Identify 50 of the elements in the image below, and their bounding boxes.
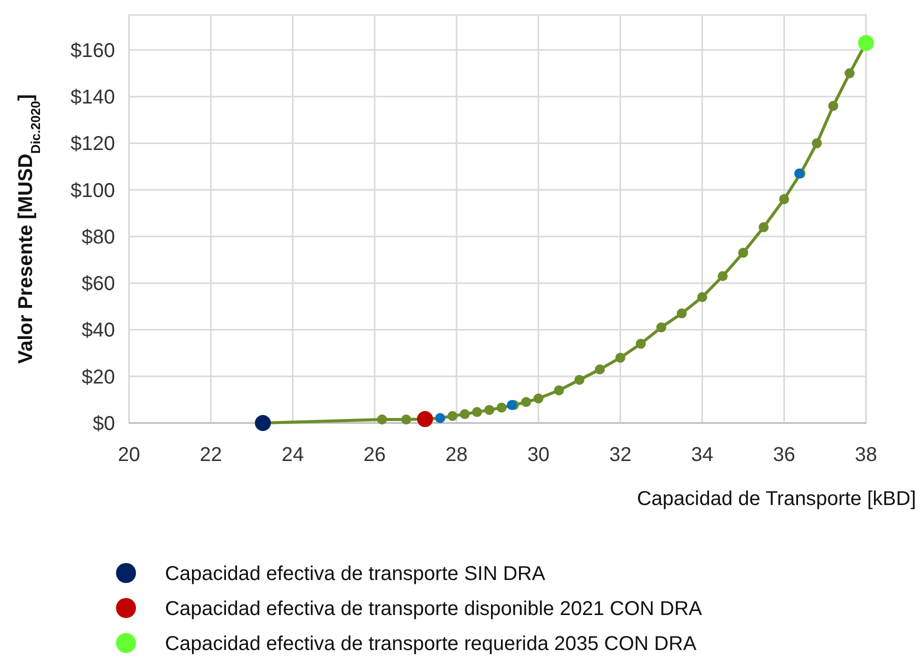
point: [697, 292, 708, 302]
y-tick-label: $60: [82, 273, 115, 296]
legend-label: Capacidad efectiva de transporte requerida 2035 CON DRA: [165, 633, 698, 655]
point: [401, 414, 412, 425]
y-tick-label: $0: [92, 413, 115, 435]
y-tick-label: $40: [82, 320, 115, 342]
point: [615, 352, 626, 363]
x-tick-label: 34: [691, 444, 714, 466]
point: [758, 222, 769, 232]
y-tick-label: $140: [70, 86, 115, 109]
point: [656, 322, 666, 332]
x-tick-label: 38: [854, 444, 878, 466]
point: [738, 248, 748, 258]
point: [521, 397, 532, 408]
point: [533, 394, 544, 404]
point: [676, 308, 687, 318]
point: [447, 411, 458, 422]
y-tick-label: $80: [82, 226, 115, 248]
point: [417, 411, 434, 428]
point: [828, 100, 838, 111]
x-tick-label: 26: [364, 444, 386, 466]
x-tick-label: 32: [609, 444, 632, 466]
y-tick-label: $100: [70, 180, 115, 202]
point: [377, 414, 388, 425]
legend-label: Capacidad efectiva de transporte disponible 2021 CON DRA: [165, 598, 703, 620]
x-axis-title: Capacidad de Transporte [kBD]: [636, 488, 916, 510]
x-tick-label: 36: [772, 444, 796, 466]
x-tick-label: 24: [282, 444, 304, 466]
point: [574, 374, 584, 385]
x-tick-label: 22: [200, 444, 222, 466]
point: [812, 138, 822, 148]
point: [484, 404, 494, 415]
point: [496, 402, 507, 413]
point: [844, 68, 855, 78]
legend-label: Capacidad efectiva de transporte SIN DRA: [165, 563, 546, 585]
point: [460, 409, 470, 420]
y-tick-label: $20: [82, 366, 115, 388]
point: [594, 364, 605, 374]
x-tick-label: 30: [527, 444, 550, 466]
y-tick-label: $120: [70, 133, 115, 156]
point: [254, 415, 271, 431]
point: [472, 407, 482, 418]
point: [636, 338, 646, 349]
point: [779, 194, 790, 204]
x-tick-label: 28: [445, 444, 468, 466]
point: [718, 271, 728, 282]
y-tick-label: $160: [70, 40, 115, 62]
point: [554, 385, 564, 396]
point: [858, 34, 874, 51]
x-tick-label: 20: [118, 444, 140, 466]
